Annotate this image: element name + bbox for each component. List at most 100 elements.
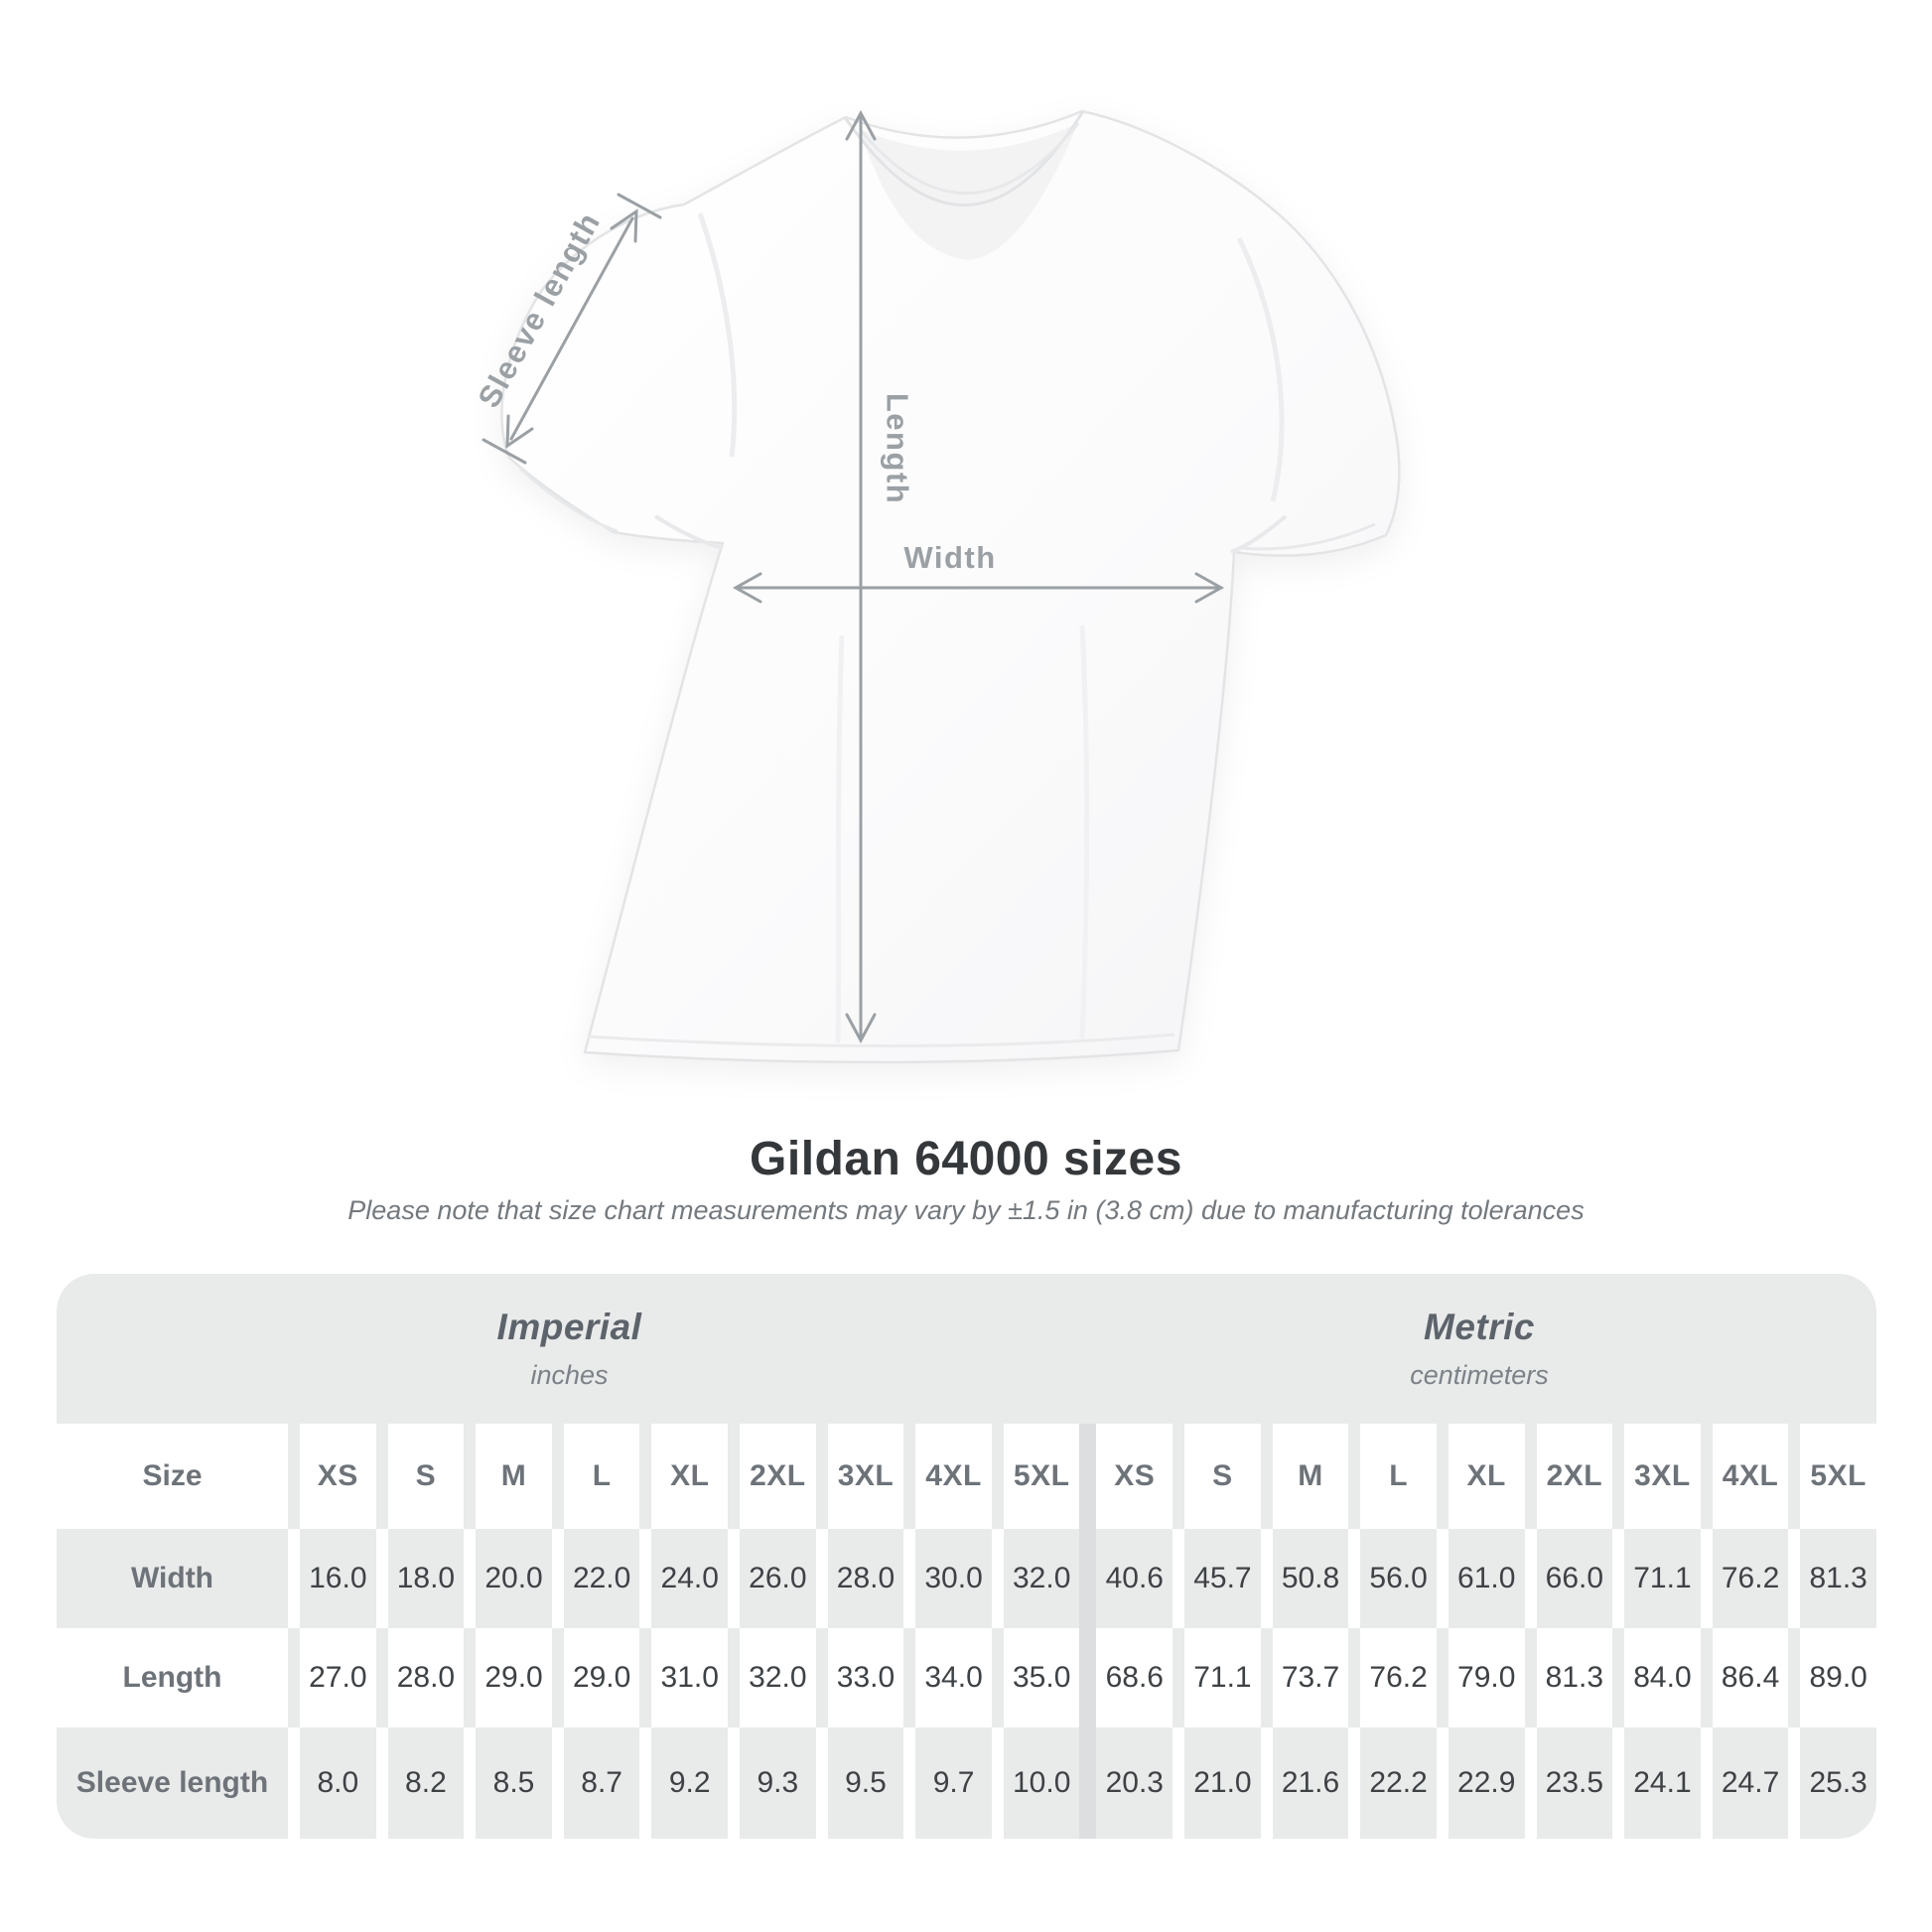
size-header-metric-xs: XS [1096, 1424, 1185, 1529]
value-cell-metric: 76.2 [1712, 1529, 1801, 1628]
unit-group-imperial: Imperial inches [57, 1274, 1082, 1424]
value-cell-metric: 61.0 [1448, 1529, 1537, 1628]
unit-group-metric: Metric centimeters [1082, 1274, 1876, 1424]
value-cell-imperial: 34.0 [915, 1628, 1004, 1727]
value-cell-imperial: 29.0 [563, 1628, 652, 1727]
value-cell-imperial: 24.0 [651, 1529, 741, 1628]
value-cell-imperial: 16.0 [300, 1529, 388, 1628]
value-cell-imperial: 8.7 [563, 1727, 652, 1839]
value-cell-imperial: 30.0 [915, 1529, 1004, 1628]
size-header-imperial-xl: XL [651, 1424, 741, 1529]
value-cell-metric: 24.1 [1624, 1727, 1713, 1839]
value-cell-metric: 79.0 [1448, 1628, 1537, 1727]
value-cell-metric: 81.3 [1800, 1529, 1876, 1628]
value-cell-metric: 84.0 [1624, 1628, 1713, 1727]
value-cell-metric: 45.7 [1184, 1529, 1273, 1628]
size-header-row: Size XS S M L XL 2XL 3XL 4XL 5XL XS S M L XL 2XL 3XL 4XL 5… [57, 1424, 1876, 1529]
value-cell-metric: 20.3 [1096, 1727, 1185, 1839]
value-cell-imperial: 32.0 [1003, 1529, 1097, 1628]
value-cell-imperial: 29.0 [476, 1628, 564, 1727]
value-cell-metric: 71.1 [1624, 1529, 1713, 1628]
value-cell-imperial: 22.0 [563, 1529, 652, 1628]
value-cell-imperial: 27.0 [300, 1628, 388, 1727]
value-cell-metric: 21.6 [1272, 1727, 1361, 1839]
value-cell-imperial: 32.0 [740, 1628, 828, 1727]
size-header-imperial-3xl: 3XL [827, 1424, 916, 1529]
size-header-metric-5xl: 5XL [1800, 1424, 1876, 1529]
value-cell-metric: 22.2 [1360, 1727, 1449, 1839]
value-cell-imperial: 33.0 [827, 1628, 916, 1727]
value-cell-imperial: 9.7 [915, 1727, 1004, 1839]
size-header-imperial-4xl: 4XL [915, 1424, 1004, 1529]
value-cell-imperial: 8.5 [476, 1727, 564, 1839]
size-header-metric-3xl: 3XL [1624, 1424, 1713, 1529]
value-cell-imperial: 28.0 [387, 1628, 477, 1727]
measurement-row-length: Length 27.0 28.0 29.0 29.0 31.0 32.0 33.0 34.0 35… [57, 1628, 1876, 1727]
size-column-header: Size [57, 1424, 300, 1529]
sleeve-length-arrow [482, 193, 662, 465]
value-cell-imperial: 8.0 [300, 1727, 388, 1839]
value-cell-imperial: 20.0 [476, 1529, 564, 1628]
size-header-imperial-s: S [387, 1424, 477, 1529]
value-cell-metric: 21.0 [1184, 1727, 1273, 1839]
value-cell-metric: 73.7 [1272, 1628, 1361, 1727]
value-cell-metric: 40.6 [1096, 1529, 1185, 1628]
size-header-metric-s: S [1184, 1424, 1273, 1529]
size-header-imperial-m: M [476, 1424, 564, 1529]
size-header-metric-2xl: 2XL [1536, 1424, 1625, 1529]
value-cell-metric: 86.4 [1712, 1628, 1801, 1727]
size-header-metric-m: M [1272, 1424, 1361, 1529]
value-cell-metric: 50.8 [1272, 1529, 1361, 1628]
length-arrow [845, 109, 877, 1044]
value-cell-metric: 23.5 [1536, 1727, 1625, 1839]
row-label: Length [57, 1628, 300, 1727]
tolerance-note: Please note that size chart measurements… [347, 1195, 1585, 1225]
tshirt-diagram: Length Width Sleeve length [472, 109, 1401, 1064]
fabric-folds [518, 212, 1376, 1047]
unit-header-band: Imperial inches Metric centimeters [57, 1274, 1876, 1424]
value-cell-imperial: 26.0 [740, 1529, 828, 1628]
value-cell-imperial: 28.0 [827, 1529, 916, 1628]
size-header-metric-l: L [1360, 1424, 1449, 1529]
unit-sublabel-centimeters: centimeters [1410, 1360, 1549, 1390]
collar-band-inner [858, 122, 1080, 195]
row-label: Sleeve length [57, 1727, 300, 1839]
unit-label-imperial: Imperial [496, 1307, 642, 1347]
value-cell-metric: 89.0 [1800, 1628, 1876, 1727]
length-label: Length [881, 393, 915, 504]
size-header-imperial-2xl: 2XL [740, 1424, 828, 1529]
value-cell-metric: 81.3 [1536, 1628, 1625, 1727]
value-cell-imperial: 8.2 [387, 1727, 477, 1839]
unit-label-metric: Metric [1424, 1307, 1535, 1347]
page-title: Gildan 64000 sizes [750, 1133, 1182, 1185]
size-header-imperial-5xl: 5XL [1003, 1424, 1097, 1529]
value-cell-metric: 71.1 [1184, 1628, 1273, 1727]
unit-sublabel-inches: inches [530, 1360, 609, 1390]
width-label: Width [903, 540, 996, 575]
size-table: Imperial inches Metric centimeters Size X… [57, 1274, 1876, 1839]
value-cell-metric: 66.0 [1536, 1529, 1625, 1628]
value-cell-imperial: 18.0 [387, 1529, 477, 1628]
measurement-row-sleeve-length: Sleeve length 8.0 8.2 8.5 8.7 9.2 9.3 9.5 9.7 10.… [57, 1727, 1876, 1839]
size-header-imperial-xs: XS [300, 1424, 388, 1529]
value-cell-metric: 22.9 [1448, 1727, 1537, 1839]
collar-band-outer [843, 110, 1085, 207]
size-header-metric-xl: XL [1448, 1424, 1537, 1529]
size-header-imperial-l: L [563, 1424, 652, 1529]
row-label: Width [57, 1529, 300, 1628]
value-cell-metric: 68.6 [1096, 1628, 1185, 1727]
value-cell-imperial: 9.2 [651, 1727, 741, 1839]
size-header-metric-4xl: 4XL [1712, 1424, 1801, 1529]
value-cell-imperial: 31.0 [651, 1628, 741, 1727]
value-cell-imperial: 10.0 [1003, 1727, 1097, 1839]
value-cell-metric: 24.7 [1712, 1727, 1801, 1839]
value-cell-metric: 25.3 [1800, 1727, 1876, 1839]
value-cell-imperial: 9.5 [827, 1727, 916, 1839]
value-cell-metric: 76.2 [1360, 1628, 1449, 1727]
value-cell-metric: 56.0 [1360, 1529, 1449, 1628]
value-cell-imperial: 9.3 [740, 1727, 828, 1839]
measurement-row-width: Width 16.0 18.0 20.0 22.0 24.0 26.0 28.0 30.0 32.… [57, 1529, 1876, 1628]
size-table-rows: Size XS S M L XL 2XL 3XL 4XL 5XL XS S M L XL 2XL 3XL 4XL 5… [57, 1424, 1876, 1839]
value-cell-imperial: 35.0 [1003, 1628, 1097, 1727]
